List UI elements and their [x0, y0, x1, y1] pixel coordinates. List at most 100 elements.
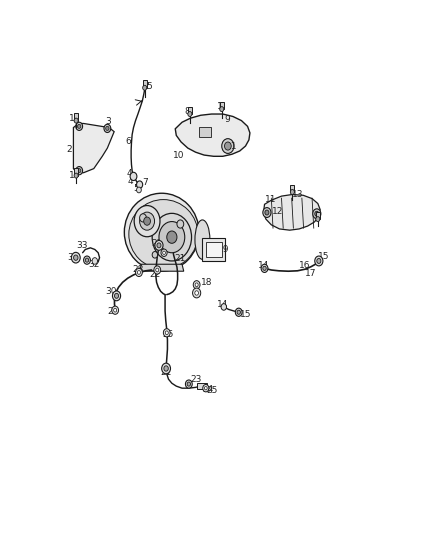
Text: 15: 15 [318, 252, 330, 261]
FancyBboxPatch shape [188, 107, 192, 114]
Text: 16: 16 [298, 261, 310, 270]
FancyBboxPatch shape [143, 80, 147, 88]
Text: 20: 20 [158, 236, 170, 245]
Text: 6: 6 [125, 138, 131, 147]
Circle shape [92, 257, 98, 264]
Text: 14: 14 [258, 261, 269, 270]
Text: 2: 2 [67, 145, 72, 154]
Circle shape [225, 142, 231, 150]
Circle shape [156, 268, 159, 272]
Text: 11: 11 [265, 195, 277, 204]
Circle shape [235, 308, 242, 317]
Circle shape [71, 252, 80, 263]
Circle shape [157, 243, 161, 248]
Circle shape [112, 306, 119, 314]
Circle shape [162, 363, 170, 374]
Text: 21: 21 [161, 368, 172, 377]
Circle shape [221, 304, 226, 310]
Text: 27: 27 [152, 239, 163, 248]
Polygon shape [175, 114, 250, 156]
FancyBboxPatch shape [290, 184, 294, 192]
Text: 18: 18 [201, 278, 213, 287]
Circle shape [263, 207, 271, 217]
FancyBboxPatch shape [74, 113, 78, 120]
Text: 1: 1 [217, 102, 223, 111]
Text: 30: 30 [105, 287, 117, 296]
Text: 24: 24 [202, 384, 214, 393]
Circle shape [165, 331, 168, 335]
Circle shape [193, 288, 201, 298]
Circle shape [161, 249, 167, 256]
Circle shape [261, 264, 268, 272]
Circle shape [187, 382, 191, 386]
Circle shape [316, 216, 320, 222]
Circle shape [143, 85, 147, 90]
Text: 15: 15 [240, 310, 251, 319]
Text: 25: 25 [162, 330, 174, 340]
Circle shape [78, 168, 81, 173]
Text: 26: 26 [165, 245, 177, 254]
Text: 8: 8 [184, 107, 190, 116]
Text: 5: 5 [134, 184, 139, 193]
Circle shape [315, 211, 319, 216]
Text: 19: 19 [218, 245, 229, 254]
Circle shape [220, 107, 224, 111]
Circle shape [74, 173, 78, 178]
Text: 31: 31 [67, 253, 79, 262]
Circle shape [137, 181, 143, 188]
Circle shape [104, 124, 111, 133]
Circle shape [137, 187, 141, 193]
Text: 32: 32 [88, 260, 100, 269]
Circle shape [144, 217, 151, 225]
Text: 11: 11 [226, 142, 238, 151]
Circle shape [135, 268, 142, 277]
Text: 25: 25 [207, 386, 218, 395]
Circle shape [205, 386, 207, 390]
Text: 21: 21 [174, 254, 186, 263]
Circle shape [167, 231, 177, 243]
Circle shape [140, 212, 155, 230]
Circle shape [317, 259, 321, 263]
Circle shape [263, 266, 266, 270]
Text: 1: 1 [69, 171, 75, 180]
Circle shape [159, 222, 185, 253]
Circle shape [78, 124, 81, 128]
FancyBboxPatch shape [197, 383, 207, 389]
Text: 28: 28 [133, 265, 144, 274]
Text: 9: 9 [224, 115, 230, 124]
Polygon shape [264, 195, 320, 230]
Circle shape [140, 214, 146, 222]
Text: 22: 22 [150, 270, 161, 279]
Ellipse shape [195, 220, 210, 260]
Text: 33: 33 [76, 241, 87, 250]
Circle shape [114, 293, 119, 298]
Polygon shape [74, 124, 114, 173]
Polygon shape [140, 264, 184, 271]
Circle shape [85, 258, 88, 262]
Circle shape [113, 309, 117, 312]
Circle shape [313, 209, 321, 219]
FancyBboxPatch shape [202, 238, 225, 261]
Circle shape [222, 139, 234, 154]
Circle shape [195, 283, 198, 287]
Circle shape [290, 190, 294, 195]
Circle shape [265, 210, 269, 215]
FancyBboxPatch shape [74, 168, 78, 175]
Text: 29: 29 [107, 306, 119, 316]
Ellipse shape [129, 199, 198, 269]
Text: 12: 12 [272, 207, 283, 216]
Circle shape [106, 126, 109, 131]
Text: 23: 23 [191, 375, 202, 384]
Circle shape [162, 251, 166, 254]
Circle shape [74, 118, 78, 123]
Circle shape [152, 252, 158, 258]
Circle shape [315, 256, 323, 266]
Circle shape [164, 366, 168, 371]
Circle shape [76, 122, 83, 131]
Circle shape [74, 255, 78, 260]
Text: 1: 1 [69, 114, 75, 123]
Circle shape [177, 220, 184, 228]
Circle shape [154, 266, 161, 274]
Circle shape [76, 166, 83, 175]
Circle shape [152, 213, 191, 261]
